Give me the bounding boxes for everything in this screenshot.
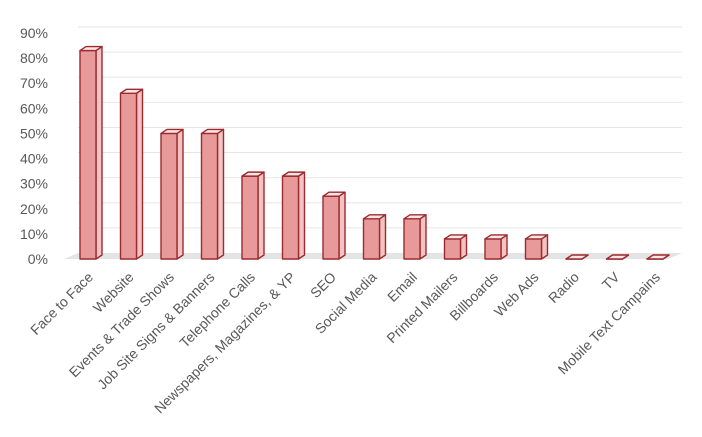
y-tick-label: 50% [20, 125, 48, 141]
x-tick-label: TV [599, 268, 623, 292]
bar-front [364, 219, 380, 259]
bar-side [380, 215, 386, 259]
bar-front [161, 133, 177, 259]
bar [202, 129, 224, 259]
x-tick-label: Web Ads [491, 269, 542, 320]
bar [283, 172, 305, 259]
bar [404, 215, 426, 259]
y-tick-label: 60% [20, 100, 48, 116]
bar-side [218, 129, 224, 259]
bar-side [258, 172, 264, 259]
bar-front [485, 239, 501, 259]
bar-side [137, 89, 143, 259]
bar-front [323, 196, 339, 259]
y-tick-label: 70% [20, 75, 48, 91]
y-tick-label: 90% [20, 25, 48, 41]
y-tick-label: 0% [28, 251, 48, 267]
x-tick-label: Email [384, 269, 420, 305]
bar [364, 215, 386, 259]
bar [121, 89, 143, 259]
bar-front [202, 133, 218, 259]
bar-side [420, 215, 426, 259]
y-tick-label: 20% [20, 201, 48, 217]
bar-side [339, 192, 345, 259]
bar-side [299, 172, 305, 259]
bar-front [283, 176, 299, 259]
x-tick-label: Face to Face [27, 269, 96, 338]
y-tick-label: 80% [20, 50, 48, 66]
bar-side [177, 129, 183, 259]
bar [485, 235, 507, 259]
bar-front [445, 239, 461, 259]
bar [445, 235, 467, 259]
bar-front [121, 93, 137, 259]
x-tick-label: SEO [307, 269, 339, 301]
y-tick-label: 40% [20, 151, 48, 167]
bar [161, 129, 183, 259]
bar-front [526, 239, 542, 259]
y-tick-label: 30% [20, 176, 48, 192]
bar [80, 47, 102, 259]
bar-front [80, 51, 96, 259]
bar-front [404, 219, 420, 259]
x-tick-label: Printed Mailers [383, 269, 460, 346]
bar [323, 192, 345, 259]
bar-side [96, 47, 102, 259]
bar [526, 235, 548, 259]
y-axis-ticks: 0% 10% 20% 30% 40% 50% 60% 70% 80% 90% [20, 25, 48, 267]
bar-front [242, 176, 258, 259]
y-tick-label: 10% [20, 226, 48, 242]
x-tick-label: Radio [545, 269, 582, 306]
bar [242, 172, 264, 259]
